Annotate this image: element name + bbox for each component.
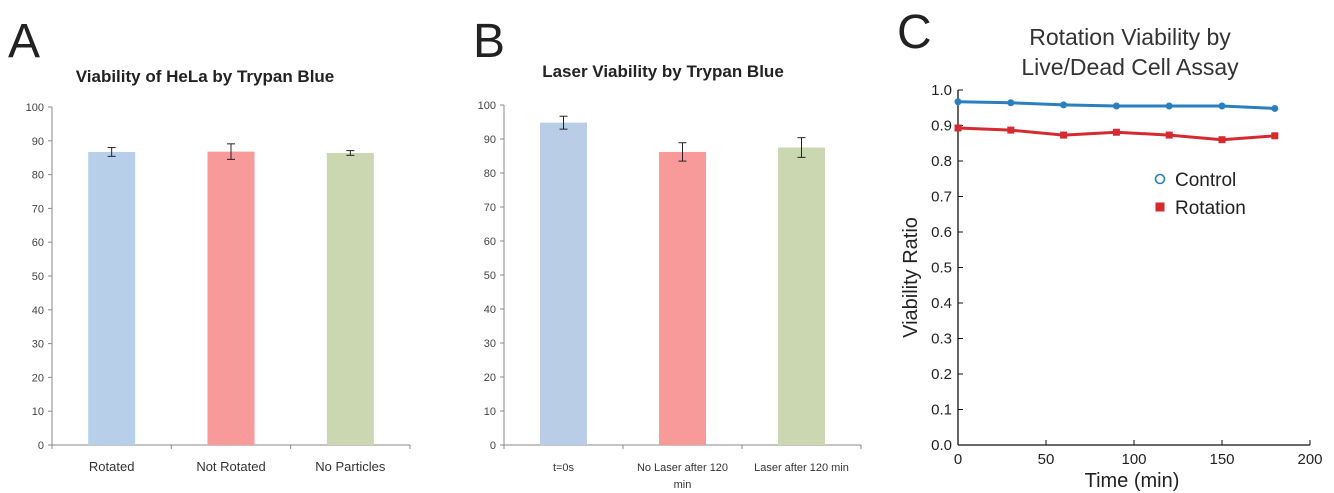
a-bar [326, 152, 374, 445]
panel-c-title-text: Rotation Viability by Live/Dead Cell Assa… [1021, 24, 1239, 80]
b-category-label-line: min [674, 479, 692, 491]
b-y-tick-label: 90 [484, 134, 496, 146]
panel-c-title: Rotation Viability by Live/Dead Cell Assa… [1021, 24, 1239, 80]
c-point-control [1271, 104, 1279, 112]
c-y-tick-label: 0.2 [931, 366, 952, 383]
panel-c-title-line: Rotation Viability by [1029, 24, 1231, 50]
b-y-tick-label: 60 [484, 236, 496, 248]
c-x-tick-label: 200 [1297, 451, 1322, 468]
c-x-tick-label: 50 [1038, 451, 1055, 468]
c-y-tick-label: 0.9 [931, 118, 952, 135]
b-y-tick-label: 80 [484, 168, 496, 180]
c-legend-label-rotation: Rotation [1175, 198, 1246, 219]
c-x-axis-label: Time (min) [1085, 470, 1180, 492]
c-y-tick-label: 0.3 [931, 331, 952, 348]
c-y-tick-label: 0.7 [931, 189, 952, 206]
b-y-tick-label: 40 [484, 304, 496, 316]
b-y-tick-label: 20 [484, 372, 496, 384]
c-point-rotation [1007, 126, 1015, 134]
c-y-tick-label: 0.1 [931, 402, 952, 419]
c-x-tick-label: 100 [1121, 451, 1146, 468]
c-y-tick-label: 0.4 [931, 295, 952, 312]
a-bar [88, 151, 136, 446]
b-category-label-line: Laser after 120 min [754, 462, 849, 474]
b-bar [659, 151, 706, 446]
c-y-tick-label: 0.6 [931, 224, 952, 241]
c-point-control [1218, 102, 1226, 110]
a-y-tick-label: 40 [32, 305, 44, 317]
c-legend-label-control: Control [1175, 170, 1236, 191]
panel-a: A Viability of HeLa by Trypan Blue 0 10 20… [8, 15, 411, 474]
panel-letter-c: C [897, 6, 932, 59]
c-point-rotation [1060, 131, 1068, 139]
c-point-rotation [1112, 128, 1120, 136]
b-y-tick-label: 50 [484, 270, 496, 282]
a-category-label-line: No Particles [315, 459, 386, 474]
a-category-label-line: Not Rotated [196, 459, 265, 474]
b-category-label: Laser after 120 min [754, 462, 849, 474]
a-category-label-line: Rotated [89, 459, 135, 474]
a-y-tick-label: 80 [32, 170, 44, 182]
a-y-tick-label: 70 [32, 203, 44, 215]
a-category-label: Rotated [89, 459, 135, 474]
c-legend-marker-control [1154, 173, 1166, 185]
b-category-label: No Laser after 120 min [637, 462, 728, 491]
b-bar [540, 122, 587, 446]
panel-c-title-line: Live/Dead Cell Assay [1021, 54, 1239, 80]
panel-a-plot: 0 10 20 30 40 50 60 70 80 90 100 Rotated Not Rotated… [26, 102, 411, 474]
c-point-control [1165, 102, 1173, 110]
c-y-axis-label: Viability Ratio [900, 217, 922, 338]
c-point-rotation [1165, 131, 1173, 139]
a-y-tick-label: 100 [26, 102, 44, 114]
b-category-label: t=0s [553, 462, 575, 474]
c-point-control [954, 98, 962, 106]
a-y-tick-label: 20 [32, 372, 44, 384]
c-x-tick-label: 0 [954, 451, 962, 468]
c-point-control [1060, 101, 1068, 109]
a-y-tick-label: 50 [32, 271, 44, 283]
c-y-tick-label: 0.0 [931, 437, 952, 454]
b-category-label-line: No Laser after 120 [637, 462, 728, 474]
b-y-tick-label: 100 [478, 100, 496, 112]
a-y-tick-label: 30 [32, 339, 44, 351]
b-category-label-line: t=0s [553, 462, 575, 474]
panel-c-plot: 0.0 0.1 0.2 0.3 0.4 0.5 0.6 0.7 0.8 0.9 1.0 0 50 100 1… [900, 82, 1323, 492]
c-x-tick-label: 150 [1209, 451, 1234, 468]
a-category-label: Not Rotated [196, 459, 265, 474]
c-point-rotation [1271, 132, 1279, 140]
b-y-tick-label: 0 [490, 440, 496, 452]
a-y-tick-label: 90 [32, 136, 44, 148]
b-y-tick-label: 70 [484, 202, 496, 214]
c-point-control [1112, 102, 1120, 110]
c-point-control [1007, 99, 1015, 107]
a-y-tick-label: 60 [32, 237, 44, 249]
panel-c: C Rotation Viability by Live/Dead Cell As… [897, 6, 1323, 492]
panel-a-title: Viability of HeLa by Trypan Blue [76, 67, 335, 86]
panel-b-title: Laser Viability by Trypan Blue [542, 62, 784, 81]
panel-letter-a: A [8, 15, 40, 68]
c-y-tick-label: 1.0 [931, 82, 952, 99]
panel-b-plot: 0 10 20 30 40 50 60 70 80 90 100 t=0s No Laser after… [478, 100, 862, 491]
b-bar [778, 147, 825, 445]
a-category-label: No Particles [315, 459, 386, 474]
b-y-tick-label: 10 [484, 406, 496, 418]
c-y-tick-label: 0.5 [931, 260, 952, 277]
c-point-rotation [1218, 136, 1226, 144]
panel-b: B Laser Viability by Trypan Blue 0 10 20 30… [473, 15, 862, 491]
a-y-tick-label: 10 [32, 406, 44, 418]
c-point-rotation [954, 124, 962, 132]
a-y-tick-label: 0 [38, 440, 44, 452]
panel-letter-b: B [473, 15, 505, 68]
a-bar [207, 151, 255, 445]
c-legend-marker-rotation [1155, 202, 1165, 212]
c-y-tick-label: 0.8 [931, 153, 952, 170]
b-y-tick-label: 30 [484, 338, 496, 350]
